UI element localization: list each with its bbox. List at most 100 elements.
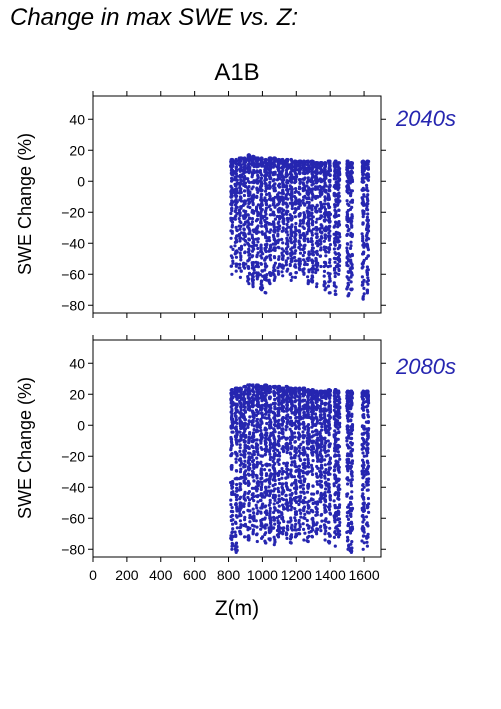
- data-point: [268, 197, 272, 201]
- data-point: [301, 490, 305, 494]
- data-point: [242, 465, 246, 469]
- data-point: [268, 230, 272, 234]
- data-point: [235, 402, 239, 406]
- data-point: [259, 454, 263, 458]
- data-point: [248, 451, 252, 455]
- data-point: [305, 232, 309, 236]
- data-point: [234, 255, 238, 259]
- data-point: [264, 463, 268, 467]
- data-point: [273, 230, 277, 234]
- data-point: [318, 227, 322, 231]
- data-point: [280, 427, 284, 431]
- data-point: [263, 178, 267, 183]
- data-point: [235, 515, 239, 519]
- data-point: [272, 456, 276, 461]
- data-point: [263, 258, 267, 262]
- data-point: [238, 219, 242, 224]
- data-point: [302, 177, 306, 181]
- data-point: [268, 509, 272, 513]
- data-point: [238, 482, 242, 486]
- data-point: [254, 438, 258, 442]
- data-point: [293, 535, 297, 539]
- data-point: [301, 430, 305, 434]
- data-point: [234, 386, 238, 390]
- data-point: [306, 163, 310, 167]
- data-point: [277, 402, 281, 407]
- data-point: [281, 168, 285, 172]
- data-point: [297, 191, 301, 195]
- data-point: [320, 190, 324, 194]
- data-point: [259, 262, 263, 266]
- data-point: [294, 419, 298, 423]
- data-point: [327, 173, 331, 177]
- data-point: [237, 488, 241, 492]
- data-point: [277, 257, 281, 261]
- data-point: [243, 515, 247, 519]
- data-point: [265, 511, 269, 515]
- data-point: [284, 416, 288, 420]
- data-point: [302, 505, 307, 509]
- data-point: [306, 454, 310, 458]
- data-point: [288, 493, 292, 497]
- data-point: [306, 193, 310, 197]
- data-point: [243, 443, 247, 447]
- data-point: [328, 243, 332, 247]
- data-point: [229, 264, 234, 268]
- data-point: [299, 442, 303, 446]
- data-point: [244, 209, 248, 214]
- data-point: [360, 232, 364, 236]
- data-point: [267, 163, 271, 167]
- data-point: [230, 531, 234, 535]
- data-point: [238, 275, 242, 279]
- data-point: [260, 506, 264, 510]
- data-point: [361, 243, 365, 247]
- data-point: [298, 475, 302, 480]
- data-point: [273, 170, 277, 174]
- data-point: [273, 401, 277, 405]
- data-point: [242, 494, 246, 498]
- data-point: [267, 450, 272, 454]
- data-point: [289, 164, 293, 168]
- data-point: [280, 251, 284, 255]
- data-point: [345, 261, 349, 265]
- data-point: [289, 508, 293, 512]
- data-point: [328, 272, 332, 276]
- data-point: [239, 406, 243, 410]
- data-point: [306, 390, 310, 394]
- data-point: [235, 187, 239, 191]
- data-point: [229, 236, 233, 240]
- data-point: [315, 510, 319, 514]
- data-point: [278, 469, 282, 473]
- data-point: [255, 511, 259, 516]
- data-point: [285, 425, 289, 429]
- data-point: [272, 516, 276, 520]
- data-point: [301, 440, 305, 444]
- data-point: [285, 408, 290, 412]
- data-point: [303, 263, 307, 267]
- data-point: [267, 503, 271, 507]
- data-point: [239, 495, 243, 499]
- data-point: [306, 396, 310, 400]
- data-point: [251, 281, 255, 286]
- data-point: [263, 262, 267, 266]
- data-point: [239, 231, 243, 235]
- data-point: [310, 211, 314, 215]
- data-point: [310, 221, 314, 225]
- data-point: [281, 491, 285, 495]
- data-point: [267, 463, 271, 467]
- data-point: [322, 205, 326, 209]
- data-point: [276, 157, 281, 162]
- data-point: [366, 172, 370, 176]
- data-point: [244, 184, 248, 189]
- data-point: [264, 291, 268, 295]
- data-point: [244, 215, 248, 219]
- data-point: [260, 399, 264, 403]
- data-point: [230, 484, 234, 488]
- data-point: [273, 522, 277, 526]
- data-point: [366, 212, 370, 216]
- data-point: [345, 215, 349, 219]
- data-point: [349, 194, 353, 198]
- data-point: [290, 173, 294, 177]
- data-point: [297, 520, 301, 525]
- data-point: [292, 431, 297, 435]
